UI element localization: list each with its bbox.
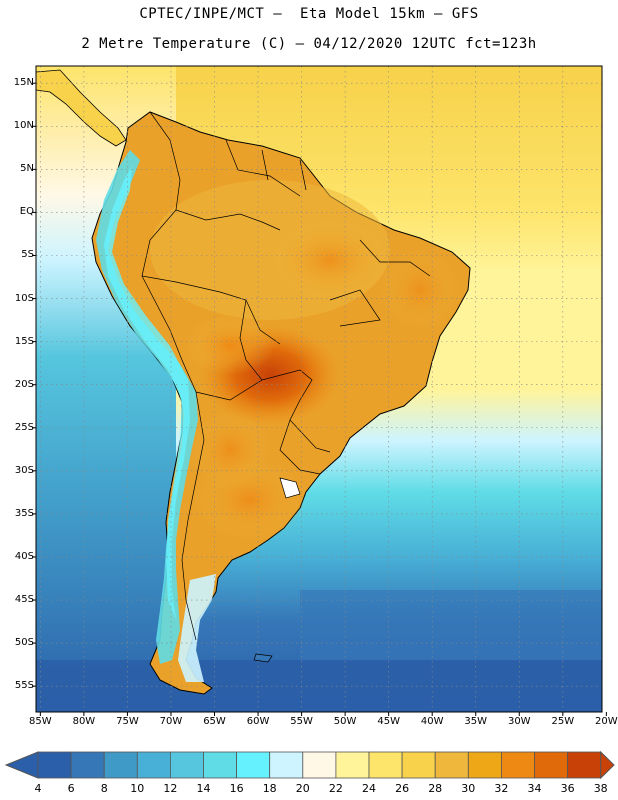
colorbar-label: 10 (130, 782, 145, 795)
longitude-label: 75W (116, 716, 139, 727)
longitude-label: 65W (203, 716, 226, 727)
longitude-label: 55W (290, 716, 313, 727)
map-frame (35, 65, 603, 713)
longitude-label: 80W (72, 716, 96, 727)
colorbar-swatch (37, 751, 72, 779)
latitude-label: 10N (13, 120, 34, 132)
colorbar-swatch (335, 751, 370, 779)
colorbar-label: 24 (362, 782, 376, 795)
map-title-line1: CPTEC/INPE/MCT – Eta Model 15km – GFS (139, 6, 479, 22)
colorbar-swatch (203, 751, 237, 779)
latitude-label: 50S (14, 637, 34, 649)
latitude-label: 20S (14, 378, 34, 390)
colorbar-label: 22 (328, 782, 343, 795)
colorbar-swatch (236, 751, 271, 779)
colorbar-swatch (269, 751, 304, 779)
colorbar-label: 16 (229, 782, 244, 795)
colorbar-swatch (401, 751, 436, 779)
latitude-label: 15S (14, 335, 34, 347)
colorbar-swatch (302, 751, 337, 779)
latitude-label: 45S (14, 594, 34, 606)
latitude-label: 35S (14, 507, 34, 519)
latitude-label: 10S (14, 292, 34, 304)
colorbar-label: 26 (395, 782, 410, 795)
longitude-label: 45W (377, 716, 400, 727)
colorbar-swatch (103, 751, 138, 779)
colorbar-under-arrow (4, 751, 39, 779)
colorbar-swatch (500, 751, 535, 779)
colorbar-label: 12 (163, 782, 178, 795)
longitude-label: 70W (159, 716, 183, 727)
latitude-label: 15N (13, 77, 34, 89)
longitude-label: 85W (29, 716, 52, 727)
colorbar-label: 18 (262, 782, 277, 795)
longitude-label: 40W (420, 716, 444, 727)
longitude-label: 30W (507, 716, 531, 727)
latitude-label: EQ (19, 206, 34, 218)
colorbar-swatch (434, 751, 469, 779)
longitude-label: 20W (595, 716, 618, 727)
colorbar-label: 36 (560, 782, 575, 795)
colorbar-swatch (467, 751, 502, 779)
colorbar-label: 38 (593, 782, 608, 795)
andes-cold-zone (96, 150, 198, 664)
latitude-label: 5S (21, 249, 34, 261)
colorbar-swatch (169, 751, 204, 779)
colorbar-label: 28 (428, 782, 443, 795)
colorbar-swatch (70, 751, 105, 779)
latitude-label: 40S (14, 550, 34, 562)
longitude-label: 35W (464, 716, 488, 727)
map-title-line2: 2 Metre Temperature (C) – 04/12/2020 12U… (81, 36, 537, 52)
colorbar-label: 32 (494, 782, 509, 795)
colorbar-label: 20 (295, 782, 310, 795)
colorbar-label: 6 (67, 782, 75, 795)
colorbar-swatch (368, 751, 403, 779)
central-america-land (36, 69, 127, 147)
colorbar-swatch (567, 751, 602, 779)
colorbar-label: 34 (527, 782, 542, 795)
colorbar-swatch (534, 751, 568, 779)
colorbar (4, 750, 615, 780)
longitude-label: 25W (551, 716, 575, 727)
latitude-label: 55S (14, 680, 34, 692)
latitude-label: 25S (14, 421, 34, 433)
latitude-label: 30S (14, 464, 34, 476)
colorbar-label: 14 (196, 782, 211, 795)
longitude-label: 50W (333, 716, 357, 727)
colorbar-label: 4 (34, 782, 42, 795)
latitude-label: 5N (20, 163, 34, 175)
colorbar-label: 30 (461, 782, 476, 795)
colorbar-swatch (136, 751, 171, 779)
colorbar-label: 8 (100, 782, 108, 795)
longitude-label: 60W (246, 716, 270, 727)
colorbar-over-arrow (600, 750, 615, 780)
